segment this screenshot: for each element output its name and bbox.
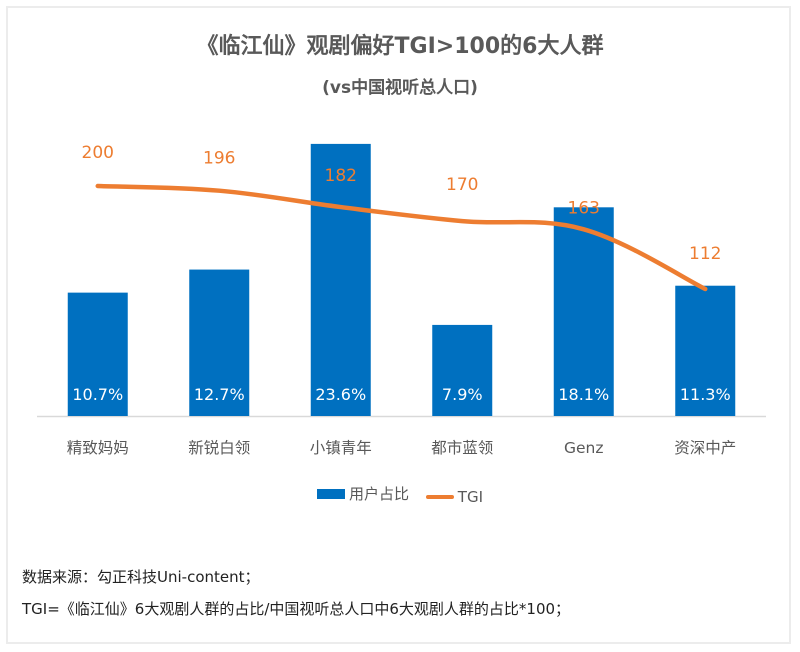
chart-subtitle: (vs中国视听总人口) [322,78,478,98]
tgi-value-label: 112 [689,244,721,264]
x-tick-label: 都市蓝领 [431,439,493,457]
bar-2 [189,269,250,416]
x-tick-label: 精致妈妈 [67,439,129,457]
legend-item-tgi: TGI [425,487,483,506]
bar-6 [675,285,736,416]
legend-label-tgi: TGI [457,487,483,506]
bar-1 [67,292,128,416]
legend-swatch-bar [316,488,345,499]
tgi-value-label: 196 [203,149,235,169]
formula-note: TGI=《临江仙》6大观剧人群的占比/中国视听总人口中6大观剧人群的占比*100… [22,600,571,618]
bar-4 [432,324,493,416]
tgi-value-label: 182 [325,166,357,186]
chart-title: 《临江仙》观剧偏好TGI>100的6大人群 [196,34,604,59]
legend-item-user-share: 用户占比 [316,483,409,504]
tgi-line [95,183,708,292]
bar-value-label: 10.7% [72,385,123,404]
x-tick-label: 小镇青年 [310,439,372,457]
chart-frame [6,6,791,644]
source-note: 数据来源：勾正科技Uni-content； [22,568,260,586]
bar-3 [310,143,371,416]
tgi-value-label: 163 [568,198,600,218]
bar-value-label: 7.9% [442,385,483,404]
tgi-value-label: 170 [446,175,478,195]
bar-5 [553,207,614,416]
bar-value-label: 11.3% [680,385,731,404]
tgi-value-label: 200 [82,143,114,163]
x-tick-label: Genz [564,439,604,457]
legend: 用户占比 TGI [0,483,800,506]
bar-value-label: 23.6% [315,385,366,404]
bar-value-label: 18.1% [558,385,609,404]
legend-label-user-share: 用户占比 [348,485,409,503]
bar-value-label: 12.7% [194,385,245,404]
x-tick-label: 新锐白领 [188,439,250,457]
legend-swatch-line [425,494,454,499]
x-tick-label: 资深中产 [674,439,736,457]
